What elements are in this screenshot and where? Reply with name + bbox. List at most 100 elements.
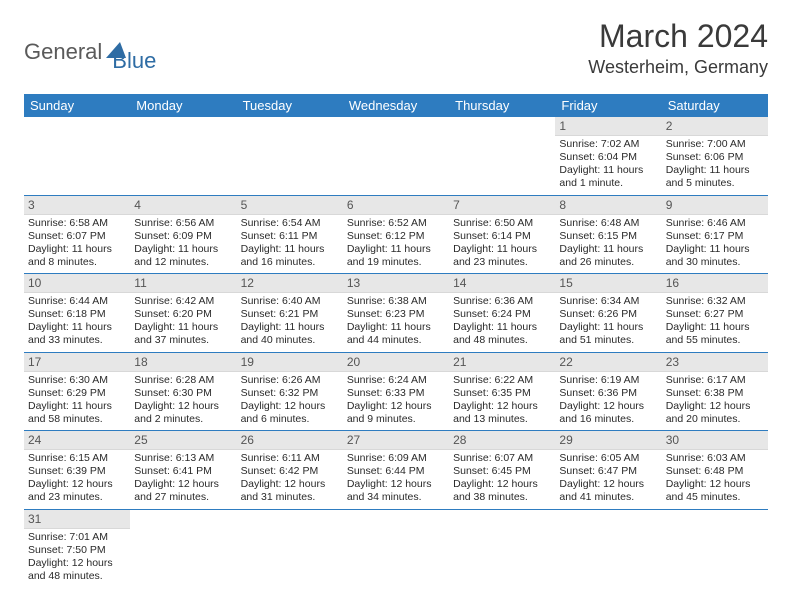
- day-number: 29: [555, 431, 661, 450]
- daylight-text: Daylight: 11 hours and 44 minutes.: [347, 321, 445, 347]
- sunrise-text: Sunrise: 6:05 AM: [559, 452, 657, 465]
- day-info: Sunrise: 6:03 AMSunset: 6:48 PMDaylight:…: [662, 450, 768, 509]
- daylight-text: Daylight: 11 hours and 12 minutes.: [134, 243, 232, 269]
- calendar-cell: 29Sunrise: 6:05 AMSunset: 6:47 PMDayligh…: [555, 431, 661, 510]
- calendar-cell: [449, 117, 555, 195]
- calendar-cell: 30Sunrise: 6:03 AMSunset: 6:48 PMDayligh…: [662, 431, 768, 510]
- day-number: 1: [555, 117, 661, 136]
- sunset-text: Sunset: 6:23 PM: [347, 308, 445, 321]
- sunrise-text: Sunrise: 7:00 AM: [666, 138, 764, 151]
- sunset-text: Sunset: 6:12 PM: [347, 230, 445, 243]
- calendar-cell: 21Sunrise: 6:22 AMSunset: 6:35 PMDayligh…: [449, 352, 555, 431]
- day-header: Wednesday: [343, 94, 449, 117]
- sunrise-text: Sunrise: 6:28 AM: [134, 374, 232, 387]
- daylight-text: Daylight: 11 hours and 37 minutes.: [134, 321, 232, 347]
- daylight-text: Daylight: 12 hours and 38 minutes.: [453, 478, 551, 504]
- calendar-week-row: 1Sunrise: 7:02 AMSunset: 6:04 PMDaylight…: [24, 117, 768, 195]
- sunrise-text: Sunrise: 6:52 AM: [347, 217, 445, 230]
- day-header: Sunday: [24, 94, 130, 117]
- sunset-text: Sunset: 6:15 PM: [559, 230, 657, 243]
- day-number: 11: [130, 274, 236, 293]
- day-number: 14: [449, 274, 555, 293]
- daylight-text: Daylight: 12 hours and 2 minutes.: [134, 400, 232, 426]
- daylight-text: Daylight: 12 hours and 27 minutes.: [134, 478, 232, 504]
- daylight-text: Daylight: 12 hours and 6 minutes.: [241, 400, 339, 426]
- calendar-cell: [343, 509, 449, 587]
- daylight-text: Daylight: 12 hours and 16 minutes.: [559, 400, 657, 426]
- daylight-text: Daylight: 11 hours and 1 minute.: [559, 164, 657, 190]
- calendar-cell: 19Sunrise: 6:26 AMSunset: 6:32 PMDayligh…: [237, 352, 343, 431]
- sunrise-text: Sunrise: 6:03 AM: [666, 452, 764, 465]
- calendar-cell: [662, 509, 768, 587]
- day-number: 30: [662, 431, 768, 450]
- sunset-text: Sunset: 6:04 PM: [559, 151, 657, 164]
- day-number: 16: [662, 274, 768, 293]
- page-title: March 2024: [588, 18, 768, 55]
- calendar-cell: [130, 117, 236, 195]
- daylight-text: Daylight: 11 hours and 16 minutes.: [241, 243, 339, 269]
- calendar-cell: 9Sunrise: 6:46 AMSunset: 6:17 PMDaylight…: [662, 195, 768, 274]
- title-block: March 2024 Westerheim, Germany: [588, 18, 768, 78]
- calendar-table: Sunday Monday Tuesday Wednesday Thursday…: [24, 94, 768, 587]
- day-number: 22: [555, 353, 661, 372]
- day-number: 26: [237, 431, 343, 450]
- calendar-cell: [555, 509, 661, 587]
- page-header: General Blue March 2024 Westerheim, Germ…: [0, 0, 792, 86]
- sunset-text: Sunset: 6:32 PM: [241, 387, 339, 400]
- daylight-text: Daylight: 12 hours and 48 minutes.: [28, 557, 126, 583]
- calendar-cell: [24, 117, 130, 195]
- day-info-empty: [343, 117, 449, 169]
- day-number: 28: [449, 431, 555, 450]
- day-number: 6: [343, 196, 449, 215]
- sunset-text: Sunset: 6:29 PM: [28, 387, 126, 400]
- daylight-text: Daylight: 12 hours and 13 minutes.: [453, 400, 551, 426]
- sunset-text: Sunset: 6:33 PM: [347, 387, 445, 400]
- logo: General Blue: [24, 18, 156, 74]
- calendar-cell: 4Sunrise: 6:56 AMSunset: 6:09 PMDaylight…: [130, 195, 236, 274]
- daylight-text: Daylight: 12 hours and 20 minutes.: [666, 400, 764, 426]
- sunset-text: Sunset: 6:17 PM: [666, 230, 764, 243]
- sunset-text: Sunset: 6:45 PM: [453, 465, 551, 478]
- daylight-text: Daylight: 11 hours and 19 minutes.: [347, 243, 445, 269]
- calendar-cell: [130, 509, 236, 587]
- day-info: Sunrise: 6:07 AMSunset: 6:45 PMDaylight:…: [449, 450, 555, 509]
- day-number: 24: [24, 431, 130, 450]
- sunset-text: Sunset: 6:20 PM: [134, 308, 232, 321]
- day-info: Sunrise: 6:28 AMSunset: 6:30 PMDaylight:…: [130, 372, 236, 431]
- calendar-cell: 2Sunrise: 7:00 AMSunset: 6:06 PMDaylight…: [662, 117, 768, 195]
- sunrise-text: Sunrise: 6:09 AM: [347, 452, 445, 465]
- daylight-text: Daylight: 11 hours and 33 minutes.: [28, 321, 126, 347]
- daylight-text: Daylight: 11 hours and 51 minutes.: [559, 321, 657, 347]
- sunset-text: Sunset: 6:36 PM: [559, 387, 657, 400]
- day-info: Sunrise: 6:58 AMSunset: 6:07 PMDaylight:…: [24, 215, 130, 274]
- sunrise-text: Sunrise: 6:32 AM: [666, 295, 764, 308]
- day-info: Sunrise: 6:22 AMSunset: 6:35 PMDaylight:…: [449, 372, 555, 431]
- sunrise-text: Sunrise: 6:22 AM: [453, 374, 551, 387]
- day-number: 9: [662, 196, 768, 215]
- sunrise-text: Sunrise: 6:46 AM: [666, 217, 764, 230]
- day-info: Sunrise: 7:01 AMSunset: 7:50 PMDaylight:…: [24, 529, 130, 588]
- logo-text-general: General: [24, 39, 102, 65]
- day-number: 7: [449, 196, 555, 215]
- location-subtitle: Westerheim, Germany: [588, 57, 768, 78]
- daylight-text: Daylight: 11 hours and 30 minutes.: [666, 243, 764, 269]
- logo-text-blue: Blue: [112, 30, 156, 74]
- calendar-cell: 15Sunrise: 6:34 AMSunset: 6:26 PMDayligh…: [555, 274, 661, 353]
- sunrise-text: Sunrise: 6:11 AM: [241, 452, 339, 465]
- calendar-week-row: 31Sunrise: 7:01 AMSunset: 7:50 PMDayligh…: [24, 509, 768, 587]
- day-info: Sunrise: 6:46 AMSunset: 6:17 PMDaylight:…: [662, 215, 768, 274]
- sunset-text: Sunset: 6:48 PM: [666, 465, 764, 478]
- calendar-cell: 5Sunrise: 6:54 AMSunset: 6:11 PMDaylight…: [237, 195, 343, 274]
- calendar-cell: 28Sunrise: 6:07 AMSunset: 6:45 PMDayligh…: [449, 431, 555, 510]
- day-number: 18: [130, 353, 236, 372]
- day-info-empty: [24, 117, 130, 169]
- day-number: 2: [662, 117, 768, 136]
- day-header: Monday: [130, 94, 236, 117]
- calendar-cell: 31Sunrise: 7:01 AMSunset: 7:50 PMDayligh…: [24, 509, 130, 587]
- sunrise-text: Sunrise: 6:13 AM: [134, 452, 232, 465]
- day-number: 27: [343, 431, 449, 450]
- day-number: 31: [24, 510, 130, 529]
- day-info-empty: [130, 117, 236, 169]
- calendar-cell: 27Sunrise: 6:09 AMSunset: 6:44 PMDayligh…: [343, 431, 449, 510]
- calendar-cell: 26Sunrise: 6:11 AMSunset: 6:42 PMDayligh…: [237, 431, 343, 510]
